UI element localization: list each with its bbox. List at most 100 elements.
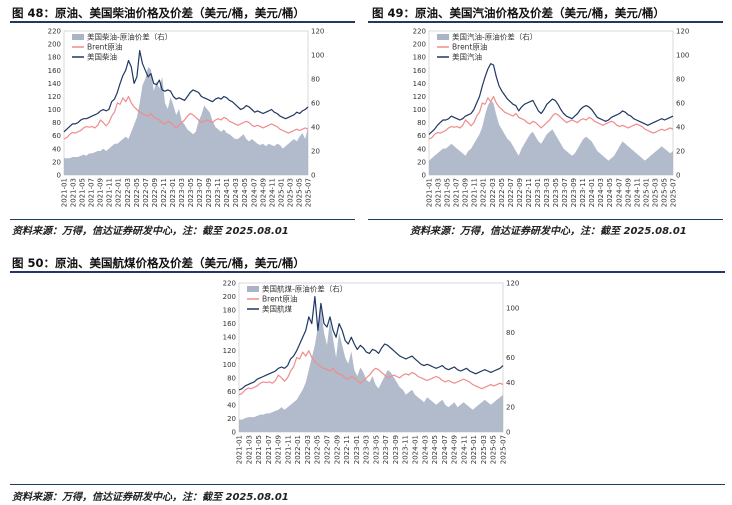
- x-tick-label: 2024-11: [633, 178, 641, 207]
- y-right-tick-label: 100: [676, 52, 689, 60]
- x-tick-label: 2023-01: [353, 435, 361, 464]
- spread-area: [239, 307, 503, 432]
- x-tick-label: 2024-01: [588, 178, 596, 207]
- y-left-tick-label: 140: [413, 80, 426, 88]
- legend-label: Brent原油: [452, 42, 487, 52]
- x-tick-label: 2023-05: [552, 178, 560, 207]
- legend-label: Brent原油: [262, 294, 297, 304]
- y-left-tick-label: 120: [413, 93, 426, 101]
- y-right-tick-label: 0: [676, 172, 680, 180]
- figure-source: 资料来源：万得，信达证券研发中心，注：截至 2025.08.01: [12, 492, 289, 503]
- x-tick-label: 2025-07: [670, 178, 678, 207]
- x-tick-label: 2023-03: [178, 178, 186, 207]
- y-right-tick-label: 120: [311, 28, 324, 36]
- y-right-tick-label: 80: [311, 76, 320, 84]
- y-left-tick-label: 20: [227, 415, 236, 423]
- x-tick-label: 2025-03: [651, 178, 659, 207]
- x-tick-label: 2021-01: [236, 435, 244, 464]
- legend-swatch: [437, 34, 449, 40]
- x-tick-label: 2021-03: [435, 178, 443, 207]
- x-tick-label: 2022-05: [133, 178, 141, 207]
- y-right-tick-label: 120: [676, 28, 689, 36]
- y-left-tick-label: 100: [413, 106, 426, 114]
- legend-label: Brent原油: [87, 42, 122, 52]
- x-tick-label: 2021-05: [79, 178, 87, 207]
- x-tick-label: 2023-03: [363, 435, 371, 464]
- y-left-tick-label: 40: [52, 145, 61, 153]
- x-tick-label: 2024-05: [241, 178, 249, 207]
- y-left-tick-label: 40: [417, 145, 426, 153]
- x-tick-label: 2021-07: [453, 178, 461, 207]
- x-tick-label: 2024-01: [223, 178, 231, 207]
- y-left-tick-label: 220: [48, 28, 61, 36]
- x-tick-label: 2024-03: [421, 435, 429, 464]
- x-tick-label: 2022-03: [304, 435, 312, 464]
- y-right-tick-label: 120: [506, 280, 519, 288]
- figure-source: 资料来源：万得，信达证券研发中心，注：截至 2025.08.01: [12, 226, 289, 237]
- x-tick-label: 2023-01: [169, 178, 177, 207]
- x-tick-label: 2023-11: [402, 435, 410, 464]
- y-left-tick-label: 100: [48, 106, 61, 114]
- y-right-tick-label: 40: [676, 124, 685, 132]
- x-tick-label: 2022-05: [314, 435, 322, 464]
- x-tick-label: 2024-11: [460, 435, 468, 464]
- x-tick-label: 2022-07: [142, 178, 150, 207]
- x-tick-label: 2022-03: [124, 178, 132, 207]
- x-tick-label: 2024-03: [232, 178, 240, 207]
- x-tick-label: 2023-05: [187, 178, 195, 207]
- x-tick-label: 2024-09: [624, 178, 632, 207]
- x-tick-label: 2021-03: [70, 178, 78, 207]
- x-tick-label: 2022-09: [151, 178, 159, 207]
- x-tick-label: 2025-01: [277, 178, 285, 207]
- y-right-tick-label: 100: [311, 52, 324, 60]
- y-right-tick-label: 80: [676, 76, 685, 84]
- legend-swatch: [247, 286, 259, 292]
- brent-line: [63, 95, 309, 140]
- spread-area: [64, 67, 308, 175]
- product-line: [238, 295, 504, 391]
- y-left-tick-label: 120: [48, 93, 61, 101]
- x-tick-label: 2024-09: [451, 435, 459, 464]
- y-left-tick-label: 180: [48, 54, 61, 62]
- chart-fig49: 0 20 40 60 80 100 120 140 160 180 200 220 0 20 40 60 80 1…: [405, 25, 695, 225]
- x-tick-label: 2022-11: [160, 178, 168, 207]
- x-tick-label: 2024-05: [431, 435, 439, 464]
- x-tick-label: 2022-01: [115, 178, 123, 207]
- y-left-tick-label: 160: [48, 67, 61, 75]
- y-left-tick-label: 0: [232, 429, 236, 437]
- x-tick-label: 2025-05: [490, 435, 498, 464]
- figure-title: 图 48：原油、美国柴油价格及价差（美元/桶，美元/桶）: [12, 6, 305, 20]
- x-tick-label: 2024-09: [259, 178, 267, 207]
- y-right-tick-label: 60: [676, 100, 685, 108]
- y-right-tick-label: 60: [506, 354, 515, 362]
- brent-line: [428, 95, 674, 140]
- y-left-tick-label: 0: [422, 172, 426, 180]
- y-left-tick-label: 160: [223, 320, 236, 328]
- x-tick-label: 2022-01: [294, 435, 302, 464]
- figure-title: 图 49：原油、美国汽油价格及价差（美元/桶，美元/桶）: [372, 6, 665, 20]
- x-tick-label: 2021-09: [462, 178, 470, 207]
- x-tick-label: 2022-07: [507, 178, 515, 207]
- y-left-tick-label: 40: [227, 401, 236, 409]
- x-tick-label: 2025-07: [305, 178, 313, 207]
- y-right-tick-label: 20: [311, 148, 320, 156]
- x-tick-label: 2025-01: [642, 178, 650, 207]
- spread-area: [429, 100, 673, 175]
- y-left-tick-label: 80: [227, 374, 236, 382]
- y-right-tick-label: 20: [506, 404, 515, 412]
- y-left-tick-label: 200: [223, 293, 236, 301]
- y-left-tick-label: 180: [223, 307, 236, 315]
- y-right-tick-label: 0: [506, 429, 510, 437]
- x-tick-label: 2021-11: [471, 178, 479, 207]
- chart-fig48: 0 20 40 60 80 100 120 140 160 180 200 220 0 20 40 60 80 1…: [40, 25, 330, 225]
- title-rule: [10, 271, 725, 273]
- x-tick-label: 2023-07: [196, 178, 204, 207]
- x-tick-label: 2021-05: [444, 178, 452, 207]
- x-tick-label: 2023-11: [579, 178, 587, 207]
- x-tick-label: 2021-11: [284, 435, 292, 464]
- title-rule: [368, 21, 723, 23]
- y-left-tick-label: 120: [223, 347, 236, 355]
- x-tick-label: 2024-03: [597, 178, 605, 207]
- x-tick-label: 2025-05: [660, 178, 668, 207]
- y-right-tick-label: 60: [311, 100, 320, 108]
